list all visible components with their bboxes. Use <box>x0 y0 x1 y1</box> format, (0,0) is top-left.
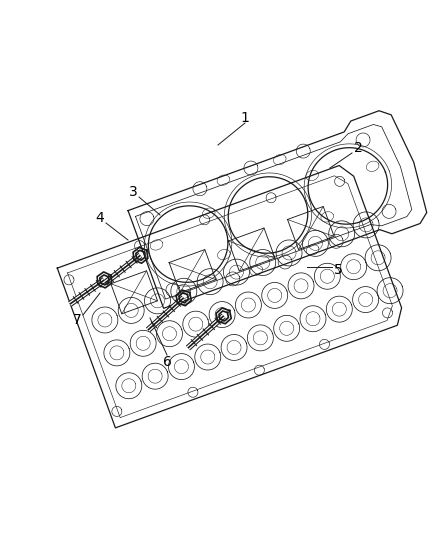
Text: 5: 5 <box>334 263 343 277</box>
Text: 2: 2 <box>353 141 362 155</box>
Text: 7: 7 <box>73 313 81 327</box>
Text: 6: 6 <box>162 355 171 369</box>
Text: 1: 1 <box>240 111 249 125</box>
Text: 3: 3 <box>129 185 138 199</box>
Text: 4: 4 <box>95 211 104 225</box>
